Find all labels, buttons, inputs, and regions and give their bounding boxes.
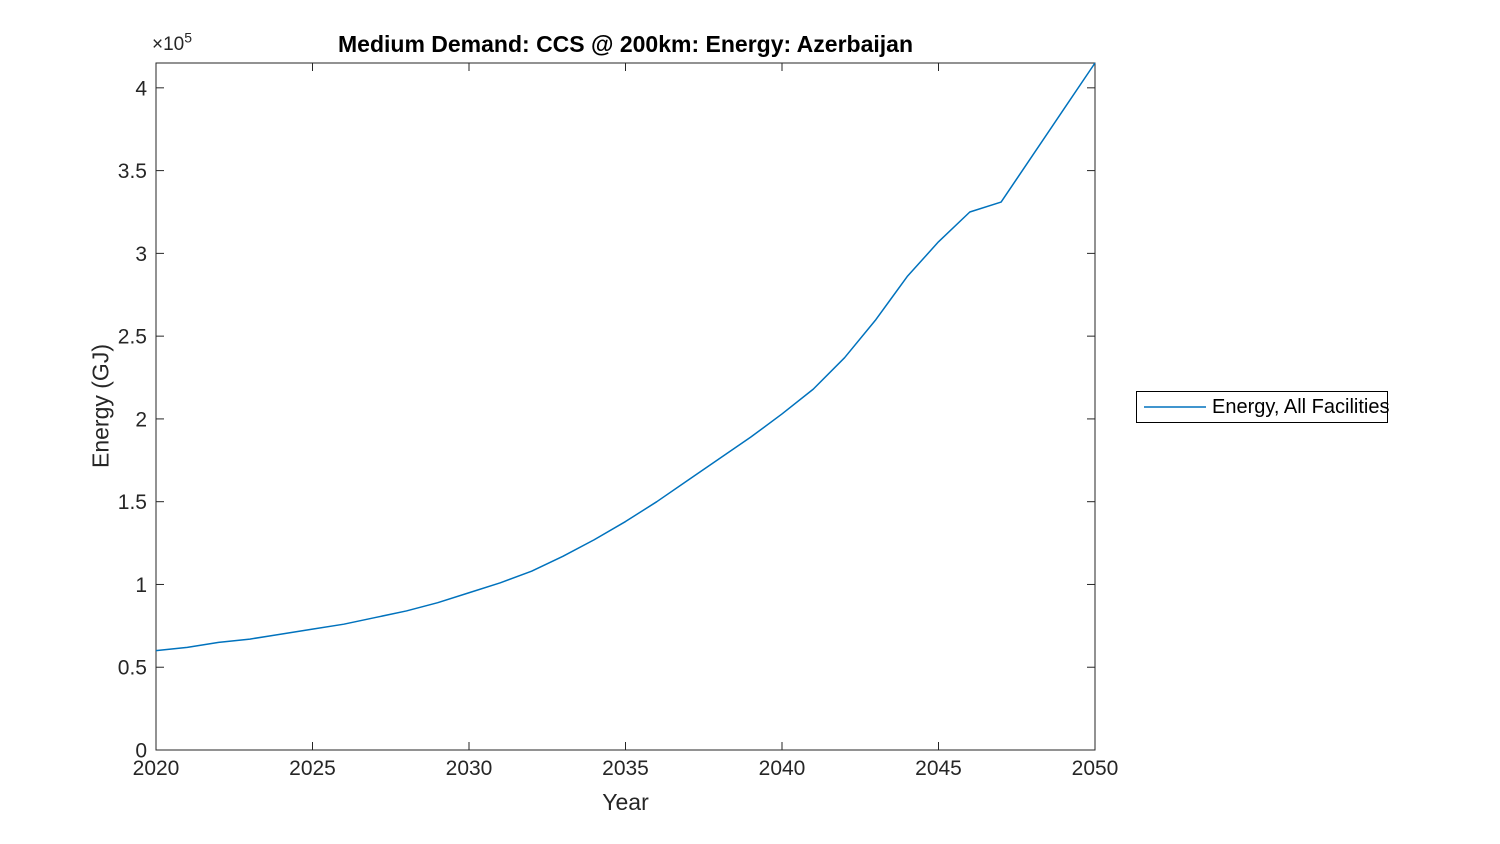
y-tick-label: 3 — [135, 243, 147, 266]
y-tick-label: 0 — [135, 740, 147, 763]
x-tick-label: 2035 — [602, 757, 649, 780]
legend: Energy, All Facilities — [1136, 391, 1390, 423]
y-tick-label: 1.5 — [118, 491, 147, 514]
y-tick-label: 2.5 — [118, 326, 147, 349]
series-line — [155, 62, 1096, 652]
legend-series-label: Energy, All Facilities — [1212, 395, 1390, 418]
exponent-base: ×10 — [152, 34, 185, 55]
x-tick-label: 2045 — [915, 757, 962, 780]
x-tick-label: 2030 — [446, 757, 493, 780]
y-tick-label: 3.5 — [118, 160, 147, 183]
legend-line-sample — [1144, 406, 1206, 408]
x-tick-label: 2050 — [1072, 757, 1119, 780]
x-tick-label: 2020 — [133, 757, 180, 780]
y-tick-label: 0.5 — [118, 657, 147, 680]
y-axis-label: Energy (GJ) — [87, 344, 114, 468]
x-tick-label: 2040 — [759, 757, 806, 780]
x-axis-label: Year — [602, 789, 649, 815]
axes-box — [155, 62, 1096, 751]
y-tick-label: 4 — [135, 77, 147, 100]
y-tick-label: 2 — [135, 408, 147, 431]
x-tick-label: 2025 — [289, 757, 336, 780]
y-ticks: 0 0.5 1 1.5 2 2.5 3 3.5 4 — [118, 77, 1095, 763]
chart-title: Medium Demand: CCS @ 200km: Energy: Azer… — [338, 31, 913, 57]
x-ticks: 2020 2025 2030 2035 2040 2045 2050 — [133, 63, 1119, 780]
y-tick-label: 1 — [135, 574, 147, 597]
exponent-power: 5 — [184, 29, 193, 46]
y-axis-exponent-label: ×105 — [152, 31, 192, 56]
